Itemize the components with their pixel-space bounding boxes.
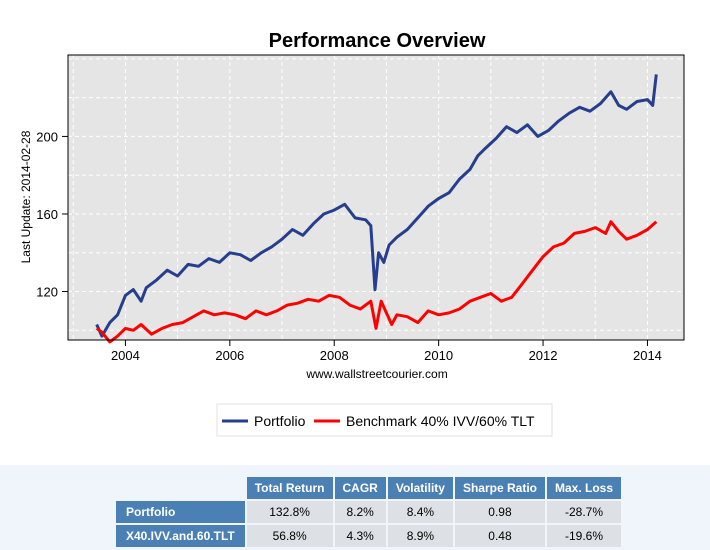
plot-area: 2004 2006 2008 2010 2012 2014 120 160 200 bbox=[36, 54, 685, 363]
x-tick-label: 2012 bbox=[529, 348, 558, 363]
stats-col-header: Total Return bbox=[246, 477, 333, 499]
x-tick-label: 2010 bbox=[424, 348, 453, 363]
y-tick-label: 200 bbox=[36, 129, 58, 144]
legend-box bbox=[216, 403, 553, 437]
stats-table: Total Return CAGR Volatility Sharpe Rati… bbox=[114, 475, 623, 549]
stats-cell: 8.2% bbox=[334, 501, 386, 523]
stats-row-label: X40.IVV.and.60.TLT bbox=[116, 525, 245, 547]
x-tick-label: 2004 bbox=[111, 348, 140, 363]
x-axis-label: www.wallstreetcourier.com bbox=[305, 367, 447, 381]
y-tick-label: 120 bbox=[36, 285, 58, 300]
stats-cell: -19.6% bbox=[546, 525, 622, 547]
plot-background bbox=[68, 55, 684, 340]
chart-svg: Performance Overview 2004 2006 2008 2010 201… bbox=[19, 30, 685, 437]
stats-cell: 56.8% bbox=[246, 525, 333, 547]
y-axis-label: Last Update: 2014-02-28 bbox=[19, 130, 33, 263]
stats-cell: 8.4% bbox=[387, 501, 453, 523]
stats-cell: 132.8% bbox=[246, 501, 333, 523]
stats-cell: 4.3% bbox=[334, 525, 386, 547]
y-tick-label: 160 bbox=[36, 207, 58, 222]
stats-corner bbox=[116, 477, 245, 499]
stats-row-benchmark: X40.IVV.and.60.TLT 56.8% 4.3% 8.9% 0.48 … bbox=[116, 525, 622, 547]
stats-header-row: Total Return CAGR Volatility Sharpe Rati… bbox=[116, 477, 622, 499]
stats-row-label: Portfolio bbox=[116, 501, 245, 523]
stats-cell: -28.7% bbox=[546, 501, 622, 523]
stats-col-header: Max. Loss bbox=[546, 477, 622, 499]
legend-label: Benchmark 40% IVV/60% TLT bbox=[346, 413, 535, 429]
stats-cell: 0.48 bbox=[454, 525, 545, 547]
stats-col-header: Volatility bbox=[387, 477, 453, 499]
plot-frame bbox=[67, 54, 685, 341]
stats-row-portfolio: Portfolio 132.8% 8.2% 8.4% 0.98 -28.7% bbox=[116, 501, 622, 523]
legend-label: Portfolio bbox=[254, 413, 306, 429]
stats-col-header: Sharpe Ratio bbox=[454, 477, 545, 499]
chart-title: Performance Overview bbox=[269, 30, 486, 52]
stats-cell: 0.98 bbox=[454, 501, 545, 523]
stats-col-header: CAGR bbox=[334, 477, 386, 499]
legend: Portfolio Benchmark 40% IVV/60% TLT bbox=[216, 403, 553, 437]
series-line-portfolio bbox=[95, 74, 658, 338]
stats-cell: 8.9% bbox=[387, 525, 453, 547]
x-tick-label: 2006 bbox=[215, 348, 244, 363]
x-tick-label: 2008 bbox=[320, 348, 349, 363]
series-line-benchmark bbox=[95, 220, 658, 344]
x-tick-label: 2014 bbox=[633, 348, 662, 363]
performance-chart: Performance Overview 2004 2006 2008 2010 201… bbox=[0, 0, 710, 465]
